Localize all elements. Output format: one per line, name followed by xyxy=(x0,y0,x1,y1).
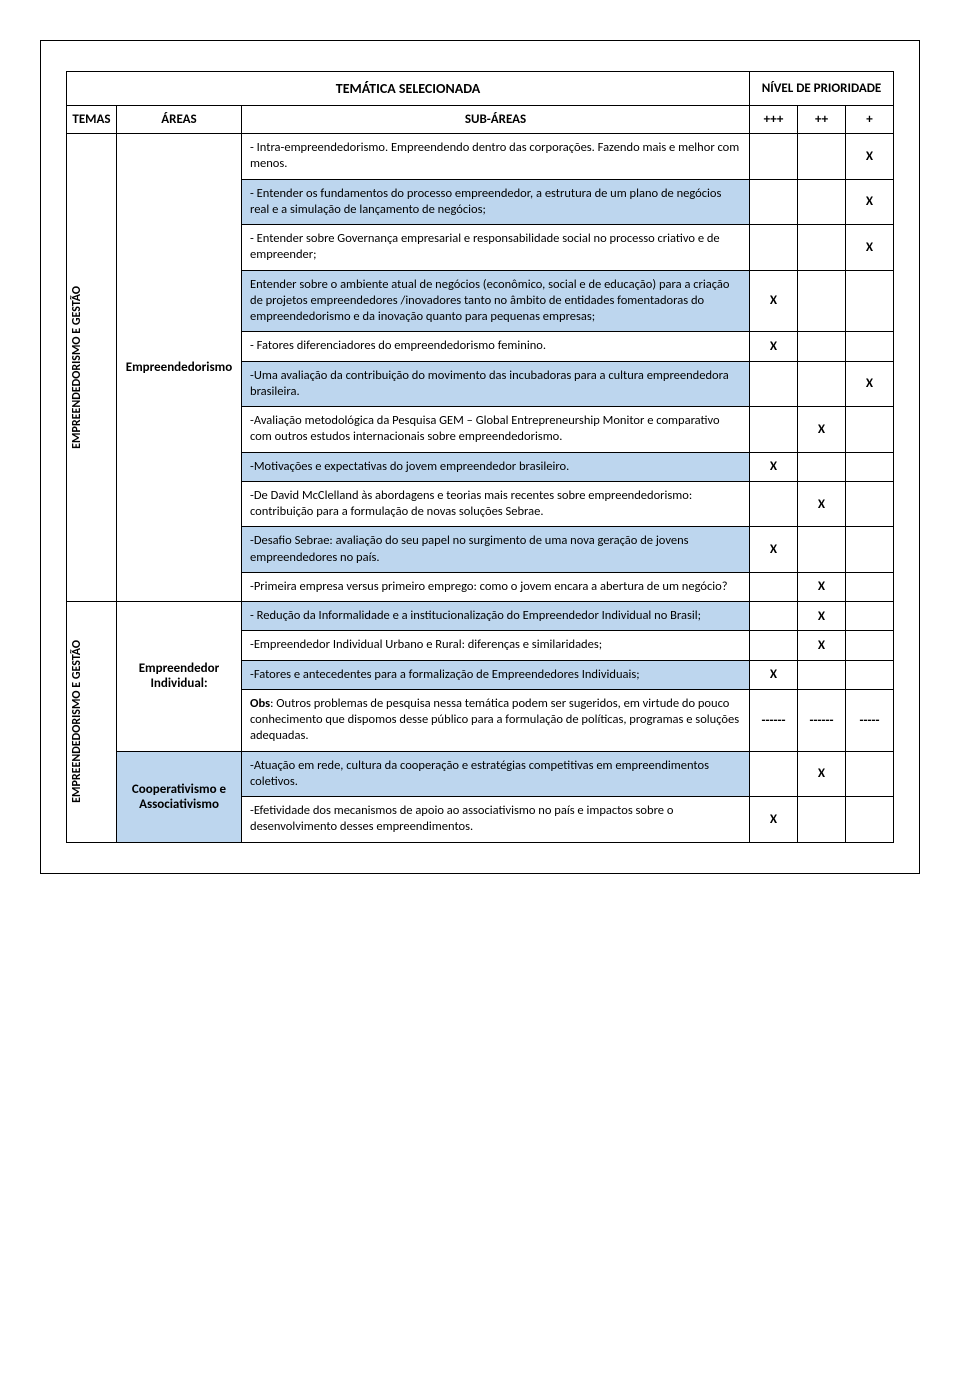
pri-cell: X xyxy=(750,527,798,573)
header-row-1: TEMÁTICA SELECIONADA NÍVEL DE PRIORIDADE xyxy=(67,72,894,106)
sub-cell: -Uma avaliação da contribuição do movime… xyxy=(242,361,750,407)
sub-cell: Obs: Outros problemas de pesquisa nessa … xyxy=(242,689,750,751)
sub-cell: -Empreendedor Individual Urbano e Rural:… xyxy=(242,631,750,660)
pri-cell xyxy=(798,225,846,271)
pri-cell xyxy=(798,134,846,180)
pri-cell xyxy=(846,407,894,453)
tema-label: EMPREENDEDORISMO E GESTÃO xyxy=(68,278,86,457)
area-cell: Empreendedorismo xyxy=(117,134,242,602)
pri-cell: X xyxy=(750,660,798,689)
pri-cell xyxy=(750,134,798,180)
pri-cell xyxy=(846,452,894,481)
pri-cell xyxy=(846,527,894,573)
tema-label: EMPREENDEDORISMO E GESTÃO xyxy=(68,632,86,811)
pri-cell xyxy=(750,572,798,601)
sub-cell: - Fatores diferenciadores do empreendedo… xyxy=(242,332,750,361)
pri-cell: X xyxy=(798,602,846,631)
pri-cell xyxy=(798,179,846,225)
pri-cell xyxy=(750,751,798,797)
pri-cell: X xyxy=(846,134,894,180)
pri-cell xyxy=(846,572,894,601)
pri-cell xyxy=(750,631,798,660)
pri-cell xyxy=(846,751,894,797)
header-nivel: NÍVEL DE PRIORIDADE xyxy=(750,72,894,106)
sub-cell: -Primeira empresa versus primeiro empreg… xyxy=(242,572,750,601)
header-p1: +++ xyxy=(750,106,798,134)
pri-cell: X xyxy=(798,631,846,660)
pri-cell xyxy=(750,481,798,527)
pri-cell xyxy=(846,660,894,689)
pri-cell: ------ xyxy=(798,689,846,751)
header-subareas: SUB-ÁREAS xyxy=(242,106,750,134)
pri-cell xyxy=(798,332,846,361)
pri-cell: X xyxy=(798,407,846,453)
header-temas: TEMAS xyxy=(67,106,117,134)
pri-cell: X xyxy=(798,572,846,601)
sub-cell: -Avaliação metodológica da Pesquisa GEM … xyxy=(242,407,750,453)
pri-cell xyxy=(798,361,846,407)
tema-cell: EMPREENDEDORISMO E GESTÃO xyxy=(67,134,117,602)
header-tematica: TEMÁTICA SELECIONADA xyxy=(67,72,750,106)
sub-cell: -Efetividade dos mecanismos de apoio ao … xyxy=(242,797,750,843)
pri-cell xyxy=(750,602,798,631)
sub-cell: - Entender sobre Governança empresarial … xyxy=(242,225,750,271)
table-row: EMPREENDEDORISMO E GESTÃO Empreendedor I… xyxy=(67,602,894,631)
pri-cell xyxy=(750,407,798,453)
pri-cell xyxy=(846,797,894,843)
pri-cell: ----- xyxy=(846,689,894,751)
pri-cell xyxy=(750,225,798,271)
sub-cell: -Fatores e antecedentes para a formaliza… xyxy=(242,660,750,689)
pri-cell xyxy=(846,270,894,332)
sub-cell: -Motivações e expectativas do jovem empr… xyxy=(242,452,750,481)
table-row: EMPREENDEDORISMO E GESTÃO Empreendedoris… xyxy=(67,134,894,180)
sub-cell: - Intra-empreendedorismo. Empreendendo d… xyxy=(242,134,750,180)
area-cell: Cooperativismo e Associativismo xyxy=(117,751,242,842)
pri-cell xyxy=(798,452,846,481)
pri-cell: X xyxy=(750,452,798,481)
tema-cell: EMPREENDEDORISMO E GESTÃO xyxy=(67,602,117,843)
header-areas: ÁREAS xyxy=(117,106,242,134)
pri-cell xyxy=(846,481,894,527)
pri-cell xyxy=(846,332,894,361)
sub-cell: - Redução da Informalidade e a instituci… xyxy=(242,602,750,631)
header-p3: + xyxy=(846,106,894,134)
pri-cell xyxy=(798,660,846,689)
pri-cell: X xyxy=(798,751,846,797)
pri-cell: X xyxy=(750,270,798,332)
pri-cell xyxy=(798,270,846,332)
sub-cell: -Desafio Sebrae: avaliação do seu papel … xyxy=(242,527,750,573)
pri-cell: ------ xyxy=(750,689,798,751)
page-border: TEMÁTICA SELECIONADA NÍVEL DE PRIORIDADE… xyxy=(40,40,920,874)
pri-cell xyxy=(750,361,798,407)
pri-cell: X xyxy=(846,179,894,225)
sub-cell: Entender sobre o ambiente atual de negóc… xyxy=(242,270,750,332)
pri-cell: X xyxy=(798,481,846,527)
pri-cell xyxy=(846,631,894,660)
sub-cell: - Entender os fundamentos do processo em… xyxy=(242,179,750,225)
sub-cell: -De David McClelland às abordagens e teo… xyxy=(242,481,750,527)
pri-cell: X xyxy=(750,797,798,843)
pri-cell xyxy=(798,797,846,843)
pri-cell xyxy=(798,527,846,573)
pri-cell: X xyxy=(846,361,894,407)
priority-table: TEMÁTICA SELECIONADA NÍVEL DE PRIORIDADE… xyxy=(66,71,894,843)
header-p2: ++ xyxy=(798,106,846,134)
area-cell: Empreendedor Individual: xyxy=(117,602,242,752)
pri-cell: X xyxy=(846,225,894,271)
header-row-2: TEMAS ÁREAS SUB-ÁREAS +++ ++ + xyxy=(67,106,894,134)
sub-cell: -Atuação em rede, cultura da cooperação … xyxy=(242,751,750,797)
pri-cell: X xyxy=(750,332,798,361)
pri-cell xyxy=(750,179,798,225)
table-row: Cooperativismo e Associativismo -Atuação… xyxy=(67,751,894,797)
pri-cell xyxy=(846,602,894,631)
